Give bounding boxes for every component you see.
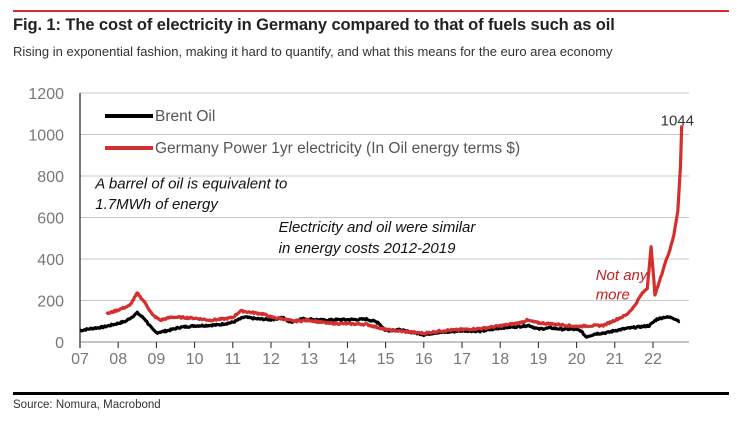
legend-label-brent-oil: Brent Oil xyxy=(155,108,215,125)
annotation-text-6: more xyxy=(596,286,630,303)
source-note: Source: Nomura, Macrobond xyxy=(13,399,161,411)
annotation-text-2: 1.7MWh of energy xyxy=(95,196,219,213)
x-tick-label-15: 15 xyxy=(377,351,395,368)
x-tick-label-07: 07 xyxy=(71,351,89,368)
x-tick-label-20: 20 xyxy=(568,351,586,368)
y-tick-label-1200: 1200 xyxy=(28,86,64,103)
x-tick-label-14: 14 xyxy=(339,351,357,368)
y-tick-label-600: 600 xyxy=(37,211,64,228)
figure-subtitle: Rising in exponential fashion, making it… xyxy=(13,44,613,59)
series-line-brent-oil xyxy=(79,310,681,339)
annotations: 1044 A barrel of oil is equivalent to 1.7M… xyxy=(94,112,694,303)
x-tick-label-10: 10 xyxy=(186,351,204,368)
source-rule xyxy=(13,392,729,395)
x-tick-label-16: 16 xyxy=(415,351,433,368)
x-tick-label-08: 08 xyxy=(109,351,127,368)
x-tick-label-21: 21 xyxy=(606,351,624,368)
series-lines xyxy=(79,125,684,339)
y-tick-label-800: 800 xyxy=(37,169,64,186)
y-axis-tick-labels: 0 200 400 600 800 1000 1200 xyxy=(28,86,64,352)
annotation-text-1: A barrel of oil is equivalent to xyxy=(94,175,287,192)
x-tick-label-13: 13 xyxy=(300,351,318,368)
y-tick-label-400: 400 xyxy=(37,252,64,269)
x-tick-label-19: 19 xyxy=(530,351,548,368)
figure-title: Fig. 1: The cost of electricity in Germa… xyxy=(13,16,615,34)
annotation-text-4: in energy costs 2012-2019 xyxy=(279,240,456,257)
y-tick-label-1000: 1000 xyxy=(28,128,64,145)
x-tick-label-22: 22 xyxy=(644,351,662,368)
series-line-germany-power xyxy=(105,125,684,336)
x-axis-ticks: 07 08 09 10 11 12 13 14 15 16 17 18 19 20 21 22 xyxy=(71,342,662,368)
gridlines xyxy=(80,92,689,301)
data-label-peak: 1044 xyxy=(661,112,694,129)
title-top-rule xyxy=(13,10,729,12)
annotation-text-3: Electricity and oil were similar xyxy=(279,219,477,236)
x-tick-label-11: 11 xyxy=(224,351,241,368)
x-tick-label-17: 17 xyxy=(453,351,471,368)
y-tick-label-200: 200 xyxy=(37,294,64,311)
legend: Brent Oil Germany Power 1yr electricity … xyxy=(105,108,520,157)
annotation-text-5: Not any xyxy=(596,267,649,284)
legend-label-germany-power: Germany Power 1yr electricity (In Oil en… xyxy=(155,140,520,157)
x-tick-label-18: 18 xyxy=(491,351,509,368)
x-tick-label-09: 09 xyxy=(148,351,166,368)
y-tick-label-0: 0 xyxy=(55,335,64,352)
x-tick-label-12: 12 xyxy=(262,351,280,368)
